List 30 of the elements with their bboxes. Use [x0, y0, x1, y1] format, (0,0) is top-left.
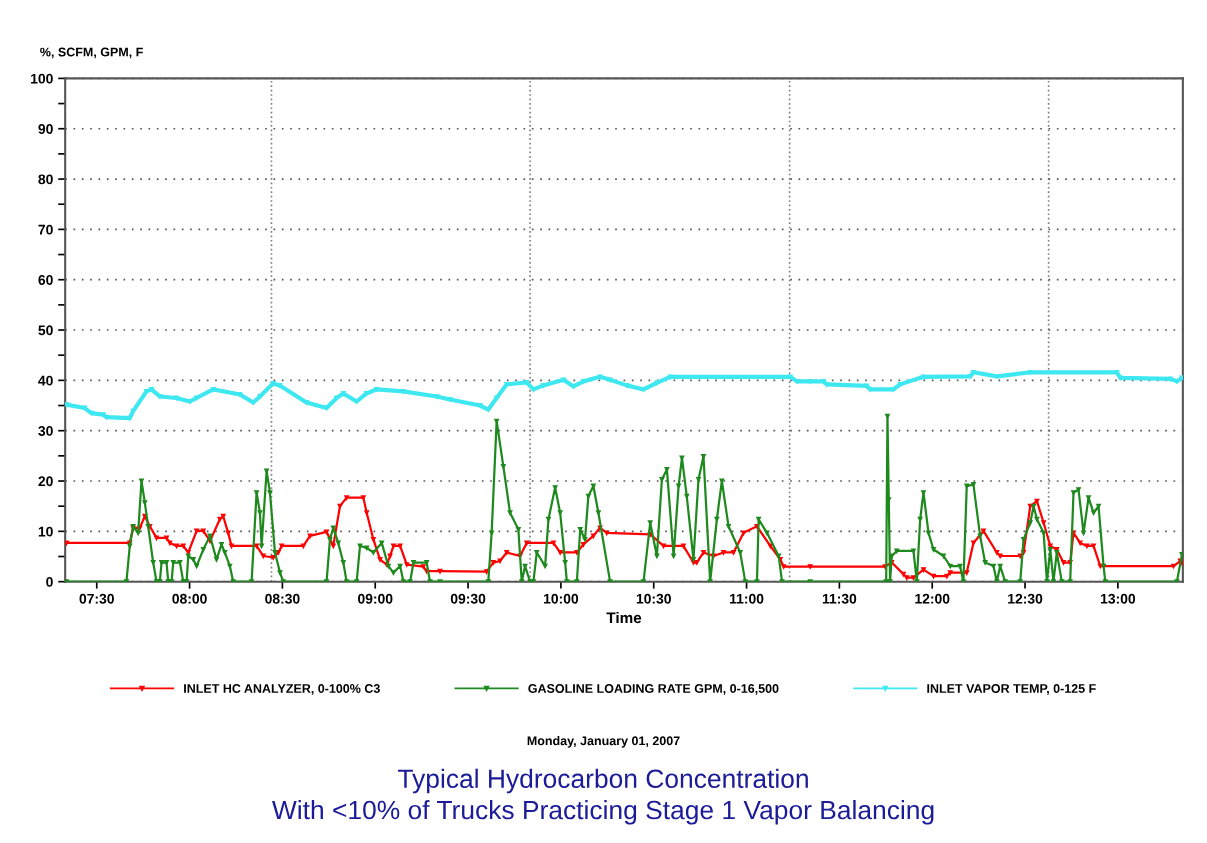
x-tick-label: 10:00 [544, 593, 579, 604]
x-tick-label: 08:00 [172, 593, 207, 604]
y-tick-label: 20 [38, 476, 53, 487]
y-tick-label: 0 [46, 577, 53, 587]
y-tick-label: 30 [38, 426, 53, 436]
y-tick-label: 60 [38, 275, 53, 285]
y-tick-label: 10 [38, 526, 53, 537]
x-tick-label: 12:30 [1008, 593, 1043, 604]
text: Typical Hydrocarbon Concentration With <10% of Trucks Practicing Stage 1 Vapor Balancing [272, 768, 934, 825]
x-tick-label: 09:30 [450, 593, 486, 604]
y-tick-label: 100 [31, 73, 53, 84]
y-tick-label: 50 [38, 325, 53, 336]
y-tick-label: 70 [38, 224, 53, 235]
y-tick-label: 40 [38, 375, 53, 386]
x-tick-label: 11:30 [822, 593, 857, 604]
legend-label: INLET VAPOR TEMP, 0-125 F [927, 684, 1096, 695]
x-tick-label: 10:30 [636, 593, 671, 604]
x-tick-label: 13:00 [1100, 593, 1136, 604]
x-axis-title: Time [606, 611, 642, 624]
x-tick-label: 11:00 [730, 593, 764, 604]
text: Monday, January 01, 2007 [527, 736, 680, 748]
y-axis-title: %, SCFM, GPM, F [40, 47, 143, 59]
legend-label: INLET HC ANALYZER, 0-100% C3 [184, 684, 380, 695]
x-tick-label: 08:30 [265, 593, 300, 604]
x-tick-label: 07:30 [79, 593, 114, 604]
x-tick-label: 12:00 [915, 593, 950, 604]
x-tick-label: 09:00 [358, 593, 393, 604]
legend-label: GASOLINE LOADING RATE GPM, 0-16,500 [528, 684, 779, 695]
y-tick-label: 90 [38, 124, 53, 134]
y-tick-label: 80 [38, 174, 53, 185]
